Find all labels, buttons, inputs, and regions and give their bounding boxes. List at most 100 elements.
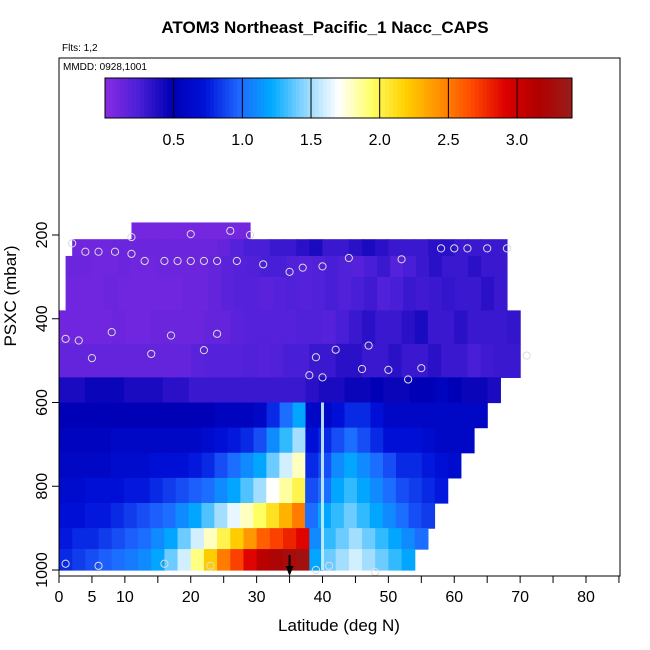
heatmap-cell — [434, 452, 449, 479]
colorbar-cell — [529, 78, 534, 118]
heatmap-cell — [480, 343, 495, 378]
heatmap-cell — [203, 239, 218, 257]
heatmap-cell — [243, 343, 258, 378]
heatmap-cell — [217, 528, 231, 550]
heatmap-cell — [149, 503, 164, 529]
heatmap-cell — [305, 427, 319, 454]
colorbar-cell — [186, 78, 192, 118]
heatmap-cell — [325, 276, 339, 311]
heatmap-cell — [71, 503, 86, 529]
colorbar-cell — [412, 78, 417, 118]
heatmap-cell — [292, 377, 307, 404]
heatmap-cell — [197, 222, 212, 240]
colorbar-cell — [322, 78, 328, 118]
y-tick-label: 1000 — [34, 552, 51, 588]
colorbar-cell — [428, 78, 433, 118]
colorbar-cell — [210, 78, 215, 118]
heatmap-cell — [201, 477, 216, 504]
heatmap-cell — [375, 528, 389, 550]
heatmap-cell — [190, 239, 205, 257]
heatmap-cell — [177, 310, 192, 345]
colorbar-cell — [280, 78, 285, 118]
heatmap-cell — [247, 255, 261, 278]
sample-point — [74, 336, 83, 345]
colorbar-cell — [291, 78, 297, 118]
heatmap-cell — [409, 427, 423, 454]
heatmap-cell — [408, 452, 423, 479]
heatmap-cell — [455, 276, 469, 311]
heatmap-cell — [279, 503, 293, 529]
heatmap-cell — [72, 549, 86, 571]
heatmap-cell — [296, 549, 310, 571]
heatmap-cell — [240, 477, 254, 504]
heatmap-cell — [123, 503, 138, 529]
heatmap-cell — [305, 477, 319, 504]
sample-point — [226, 226, 235, 235]
heatmap-cell — [269, 528, 284, 550]
x-tick-label: 30 — [248, 589, 266, 606]
heatmap-cell — [97, 427, 112, 454]
heatmap-cell — [414, 528, 429, 550]
sample-point — [107, 328, 116, 337]
heatmap-cell — [136, 402, 151, 429]
heatmap-cell — [279, 377, 294, 404]
colorbar-cell — [248, 78, 254, 118]
sample-point — [61, 559, 70, 568]
x-axis: 0 5 10 20 30 40 50 60 70 80 — [55, 576, 620, 606]
heatmap-cell — [282, 528, 297, 550]
heatmap-cell — [84, 377, 99, 404]
heatmap-cell — [421, 452, 436, 479]
heatmap-cell — [240, 402, 255, 429]
colorbar-cell — [120, 78, 125, 118]
heatmap-cell — [227, 402, 242, 429]
heatmap-cell — [131, 222, 146, 240]
heatmap-cell — [240, 452, 255, 479]
heatmap-cell — [123, 377, 138, 404]
heatmap-cell — [260, 276, 274, 311]
heatmap-cell — [369, 503, 384, 529]
heatmap-cell — [317, 503, 332, 529]
colorbar-cell — [299, 78, 304, 118]
heatmap-cell — [408, 477, 423, 504]
heatmap-cell — [448, 377, 463, 404]
sample-point — [245, 230, 255, 240]
heatmap-cell — [71, 427, 86, 454]
heatmap-cell — [493, 239, 508, 257]
heatmap-cell — [72, 343, 86, 378]
colorbar-cell — [295, 78, 301, 118]
heatmap-cell — [59, 503, 73, 529]
colorbar-tick-label: 3.0 — [506, 132, 528, 149]
heatmap-cell — [279, 427, 294, 454]
heatmap-cell — [247, 276, 261, 311]
heatmap-cell — [375, 310, 389, 345]
colorbar-cell — [136, 78, 141, 118]
heatmap-cell — [396, 427, 410, 454]
heatmap-cell — [230, 528, 245, 550]
heatmap-cell — [256, 549, 271, 571]
colorbar-cell — [237, 78, 242, 118]
heatmap-cell — [149, 427, 164, 454]
heatmap-cell — [123, 427, 138, 454]
sample-point — [173, 256, 182, 266]
heatmap-cell — [351, 255, 365, 278]
heatmap-cell — [299, 276, 313, 311]
heatmap-cell — [344, 427, 358, 454]
heatmap-cell — [84, 402, 99, 429]
heatmap-cell — [331, 477, 345, 504]
sample-point — [311, 565, 321, 575]
heatmap-cell — [309, 239, 324, 257]
heatmap-cells — [59, 222, 521, 571]
colorbar-cell — [478, 78, 483, 118]
heatmap-cell — [104, 276, 119, 311]
heatmap-cell — [227, 427, 242, 454]
heatmap-cell — [467, 239, 482, 257]
heatmap-cell — [266, 477, 280, 504]
heatmap-cell — [409, 402, 423, 429]
heatmap-cell — [195, 255, 209, 278]
colorbar-cell — [225, 78, 231, 118]
heatmap-cell — [282, 239, 297, 257]
heatmap-cell — [292, 503, 306, 529]
colorbar-cell — [233, 78, 238, 118]
colorbar-cell — [494, 78, 499, 118]
colorbar-cell — [540, 78, 546, 118]
